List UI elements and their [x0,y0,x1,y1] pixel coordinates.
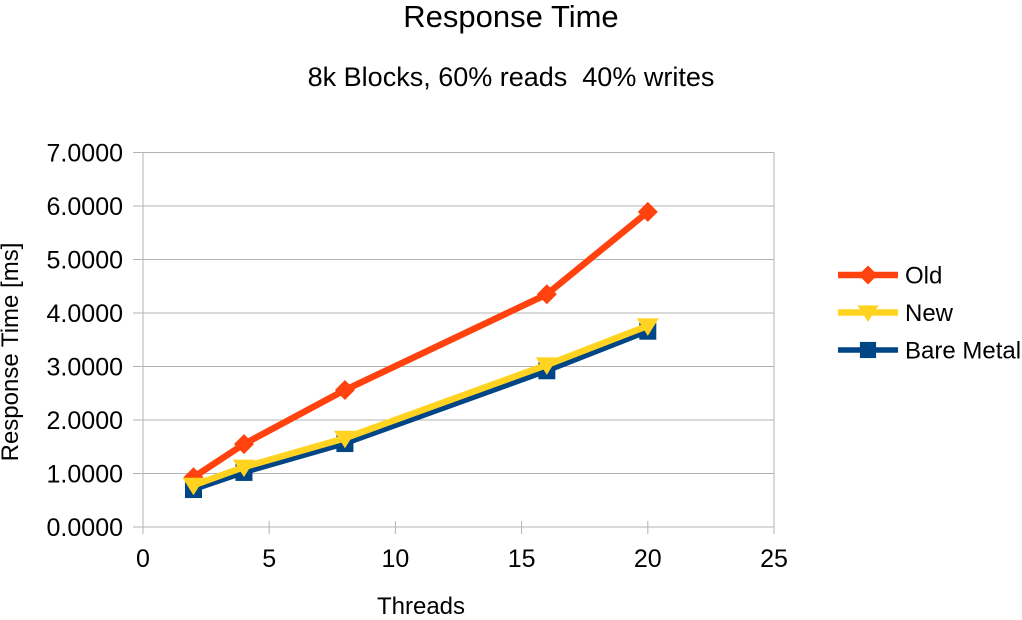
y-tick-label: 1.0000 [47,461,123,489]
new-legend-marker-icon [857,305,879,322]
data-point-new [333,430,356,449]
data-point-old [536,284,557,305]
y-tick-label: 5.0000 [47,247,123,275]
x-tick-label: 0 [136,545,150,573]
legend-item-new: New [838,300,954,327]
data-point-old [233,434,254,455]
x-tick-label: 10 [381,545,409,573]
legend-item-old: Old [838,263,942,290]
old-legend-marker-icon [858,265,878,285]
x-axis-title: Threads [377,593,465,620]
legend-item-bare-metal: Bare Metal [838,338,1021,365]
data-point-old [334,380,355,401]
series-line-new [192,322,649,489]
bare-metal-legend-marker-icon [859,341,877,359]
y-tick-label: 7.0000 [47,140,123,168]
chart-title: Response Time [403,0,619,34]
series-layer [182,201,659,499]
legend-label-old: Old [905,263,942,290]
axes [133,152,775,534]
x-tick-label: 5 [262,545,276,573]
y-tick-label: 0.0000 [47,514,123,542]
y-tick-label: 6.0000 [47,193,123,221]
y-axis-title: Response Time [ms] [0,243,24,462]
legend: Old New Bare Metal [838,263,1021,365]
chart-subtitle: 8k Blocks, 60% reads 40% writes [307,62,715,92]
series-line-old [191,209,650,480]
y-tick-label: 2.0000 [47,407,123,435]
legend-label-bare-metal: Bare Metal [905,338,1021,365]
data-point-old [637,201,658,222]
data-point-new [535,357,558,375]
tick-labels: 0.0000 1.0000 2.0000 3.0000 4.0000 5.0000 6.00… [47,140,788,574]
x-tick-label: 20 [634,545,662,573]
x-tick-label: 25 [760,545,788,573]
legend-label-new: New [905,300,954,327]
y-tick-label: 3.0000 [47,354,123,382]
x-tick-label: 15 [508,545,536,573]
data-point-new [636,318,659,336]
data-point-new [182,477,205,496]
data-point-new [232,459,255,478]
y-tick-label: 4.0000 [47,300,123,328]
